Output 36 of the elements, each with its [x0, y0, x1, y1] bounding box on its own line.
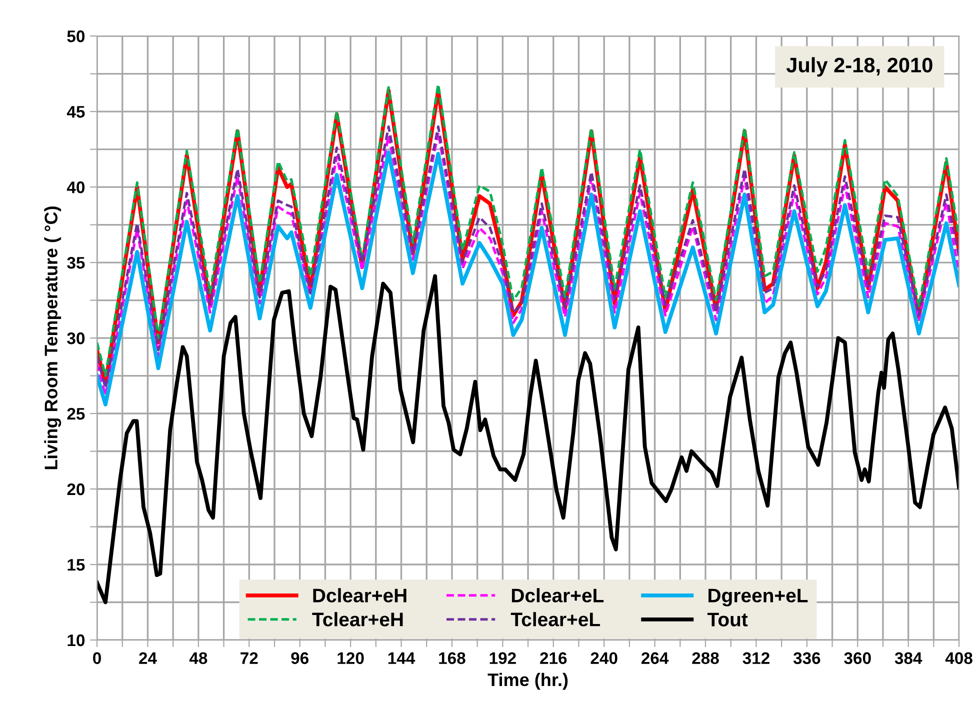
- x-tick-label: 192: [490, 652, 516, 664]
- legend-label: Dgreen+eL: [708, 588, 808, 606]
- y-tick-label: 15: [68, 559, 85, 571]
- annotation: July 2-18, 2010: [786, 57, 932, 77]
- x-tick-label: 264: [641, 652, 669, 664]
- x-tick-label: 72: [240, 652, 258, 664]
- x-tick-label: 312: [742, 652, 770, 664]
- x-tick-label: 96: [291, 652, 309, 664]
- x-tick-label: 48: [189, 652, 208, 664]
- legend-label: Tclear+eL: [510, 612, 600, 626]
- x-tick-label: 168: [439, 652, 466, 664]
- y-tick-label: 45: [66, 106, 85, 118]
- y-tick-label: 20: [67, 483, 85, 496]
- x-tick-label: 0: [93, 652, 101, 664]
- x-tick-label: 336: [793, 652, 820, 664]
- y-tick-label: 25: [67, 408, 85, 420]
- x-tick-label: 216: [540, 652, 567, 664]
- x-axis-title: Time (hr.): [488, 672, 568, 690]
- y-axis-title: Living Room Temperature ( °C): [44, 206, 62, 470]
- legend-label: Dclear+eH: [313, 588, 406, 602]
- legend-label: Tclear+eH: [312, 612, 403, 626]
- x-tick-label: 240: [590, 652, 618, 664]
- y-tick-label: 50: [67, 30, 85, 42]
- x-tick-label: 288: [692, 652, 719, 664]
- x-tick-label: 24: [139, 652, 157, 664]
- y-tick-label: 40: [66, 181, 85, 194]
- y-tick-label: 30: [67, 332, 85, 344]
- x-tick-label: 384: [894, 652, 922, 664]
- x-tick-label: 360: [844, 652, 871, 664]
- y-tick-label: 10: [68, 634, 85, 646]
- y-tick-label: 35: [67, 256, 85, 269]
- legend-label: Tout: [707, 612, 748, 626]
- x-tick-label: 144: [388, 652, 416, 664]
- x-tick-label: 408: [945, 652, 972, 664]
- legend-label: Dclear+eL: [512, 588, 604, 602]
- x-tick-label: 120: [338, 652, 364, 664]
